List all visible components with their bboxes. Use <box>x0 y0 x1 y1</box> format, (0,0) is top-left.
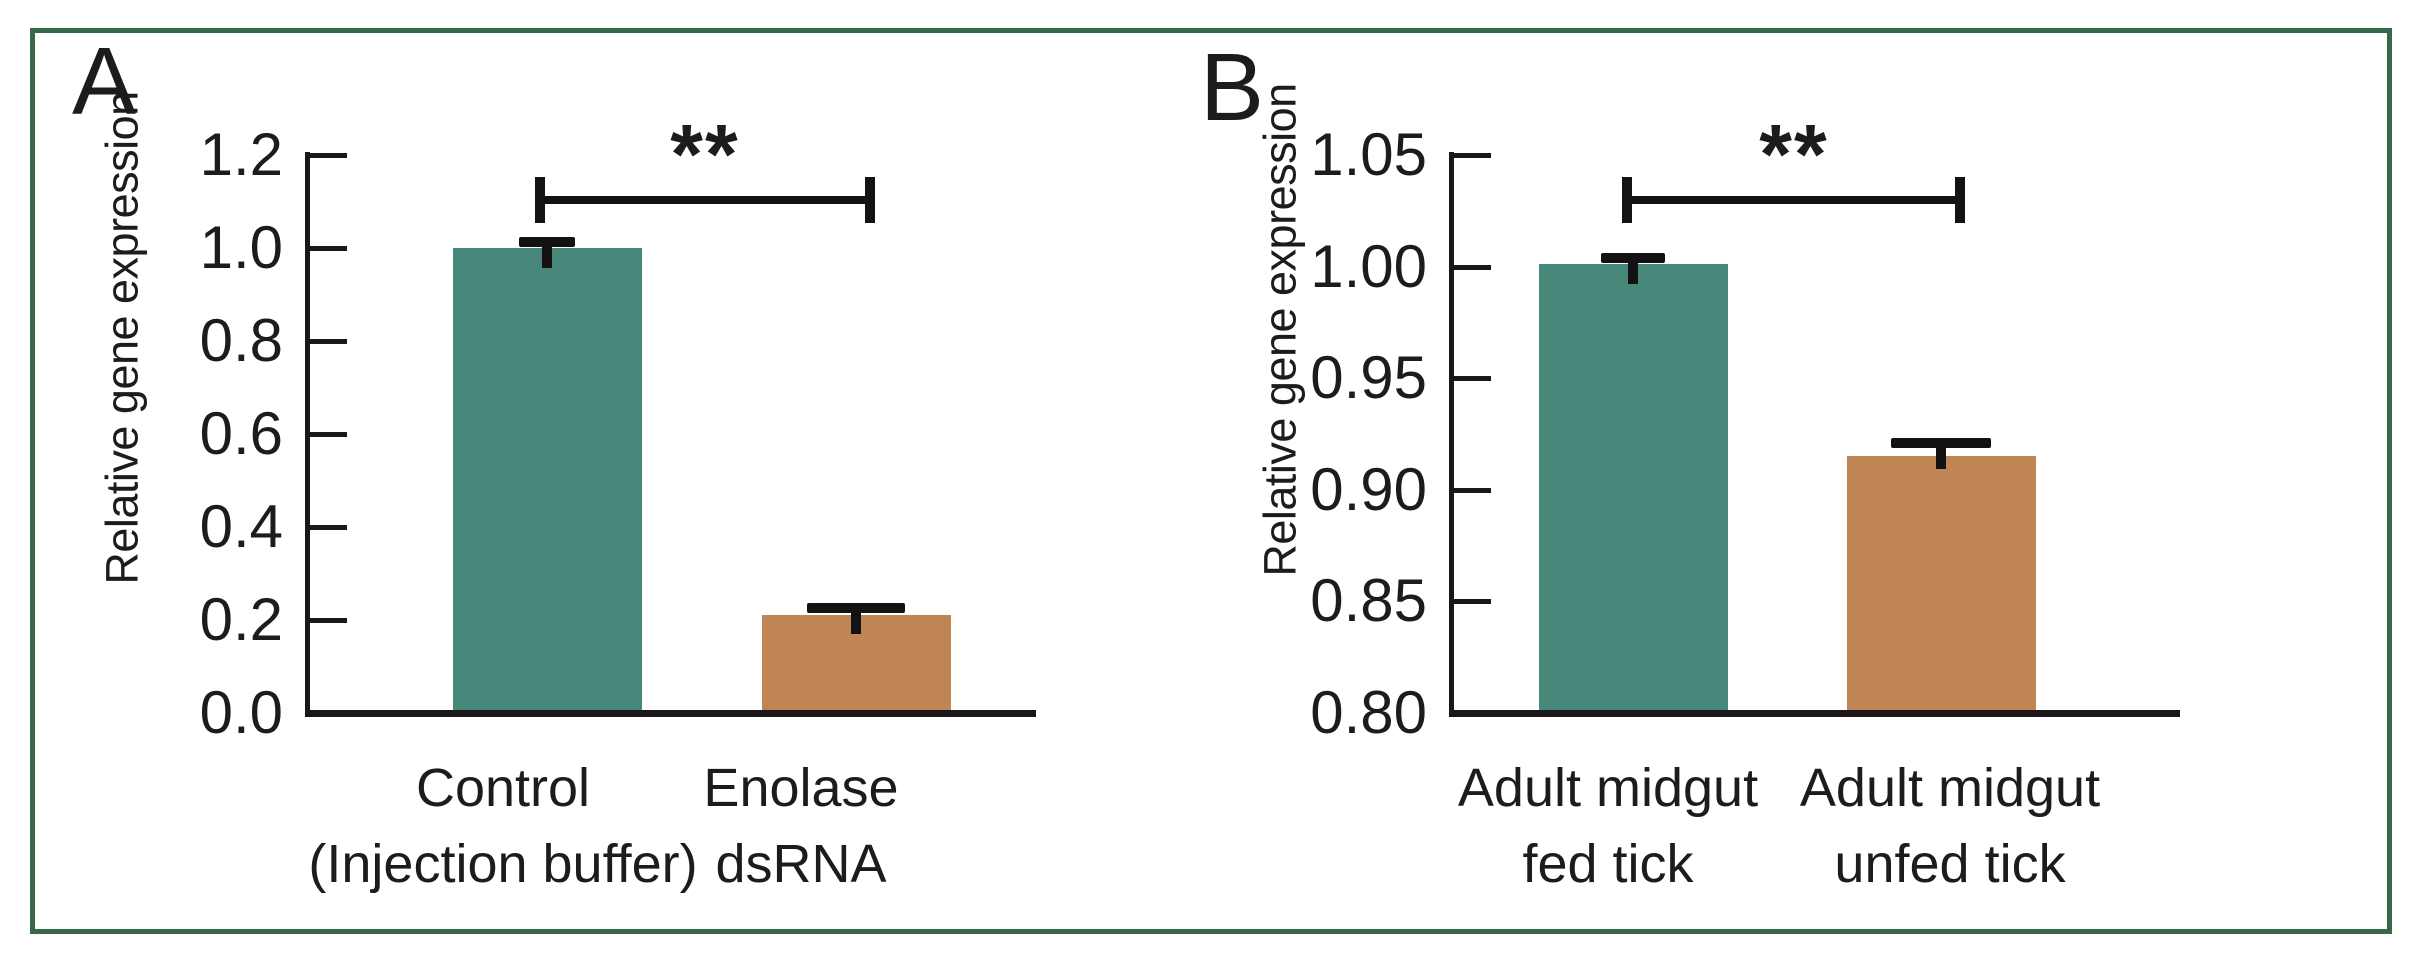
error-bar-cap <box>1601 253 1665 263</box>
y-tick-mark <box>305 432 347 437</box>
category-label: Adult midgut fed tick <box>1458 750 1758 902</box>
error-bar-whisker <box>1628 258 1638 284</box>
category-label-line: Adult midgut <box>1799 758 2101 818</box>
y-tick-label: 0.2 <box>199 586 283 653</box>
category-label-line: unfed tick <box>1834 834 2066 894</box>
y-tick-mark <box>1449 376 1491 381</box>
bar-a-1 <box>453 248 642 713</box>
y-tick-mark <box>305 339 347 344</box>
y-tick-mark <box>305 525 347 530</box>
significance-stars: ** <box>670 107 740 201</box>
y-tick-mark <box>1449 265 1491 270</box>
significance-bracket-right-cap <box>1955 177 1965 223</box>
y-tick-mark <box>1449 153 1491 158</box>
y-tick-label: 0.80 <box>1310 679 1427 746</box>
y-tick-label: 0.85 <box>1310 567 1427 634</box>
category-label-line: Control <box>415 758 591 818</box>
panel-a-letter: A <box>72 28 137 135</box>
y-tick-mark <box>1449 488 1491 493</box>
error-bar-whisker <box>1936 443 1946 469</box>
y-tick-label: 1.05 <box>1310 121 1427 188</box>
category-label-line: dsRNA <box>715 834 887 894</box>
error-bar-whisker <box>542 242 552 268</box>
error-bar-cap <box>1891 438 1991 448</box>
y-tick-label: 1.0 <box>199 214 283 281</box>
y-tick-label: 0.6 <box>199 400 283 467</box>
y-tick-mark <box>305 618 347 623</box>
significance-stars: ** <box>1759 107 1829 201</box>
category-label-line: (Injection buffer) <box>308 834 698 894</box>
y-tick-label: 0.90 <box>1310 456 1427 523</box>
significance-bracket-left-cap <box>1622 177 1632 223</box>
significance-bracket-left-cap <box>535 177 545 223</box>
y-tick-mark <box>305 153 347 158</box>
x-axis-line <box>305 710 1036 717</box>
y-tick-label: 0.0 <box>199 679 283 746</box>
significance-bracket-line <box>540 196 870 204</box>
y-tick-mark <box>305 246 347 251</box>
y-tick-mark <box>305 711 347 716</box>
category-label: Control (Injection buffer) <box>308 750 697 902</box>
category-label-line: Enolase <box>703 758 899 818</box>
y-tick-label: 1.00 <box>1310 233 1427 300</box>
category-label-line: fed tick <box>1522 834 1694 894</box>
error-bar-cap <box>519 237 575 247</box>
x-axis-line <box>1449 710 2180 717</box>
y-tick-label: 1.2 <box>199 121 283 188</box>
bar-b-2 <box>1847 456 2036 713</box>
panel-b-letter: B <box>1200 34 1265 141</box>
y-tick-label: 0.95 <box>1310 344 1427 411</box>
figure-border <box>30 28 2392 934</box>
category-label: Adult midgut unfed tick <box>1800 750 2100 902</box>
y-tick-label: 0.4 <box>199 493 283 560</box>
error-bar-whisker <box>851 608 861 634</box>
bar-b-1 <box>1539 264 1728 713</box>
significance-bracket-right-cap <box>865 177 875 223</box>
significance-bracket-line <box>1627 196 1960 204</box>
y-tick-mark <box>1449 711 1491 716</box>
category-label-line: Adult midgut <box>1457 758 1759 818</box>
y-tick-mark <box>1449 599 1491 604</box>
category-label: Enolase dsRNA <box>703 750 898 902</box>
y-tick-label: 0.8 <box>199 307 283 374</box>
y-axis-line <box>1449 152 1454 716</box>
error-bar-cap <box>807 603 905 613</box>
